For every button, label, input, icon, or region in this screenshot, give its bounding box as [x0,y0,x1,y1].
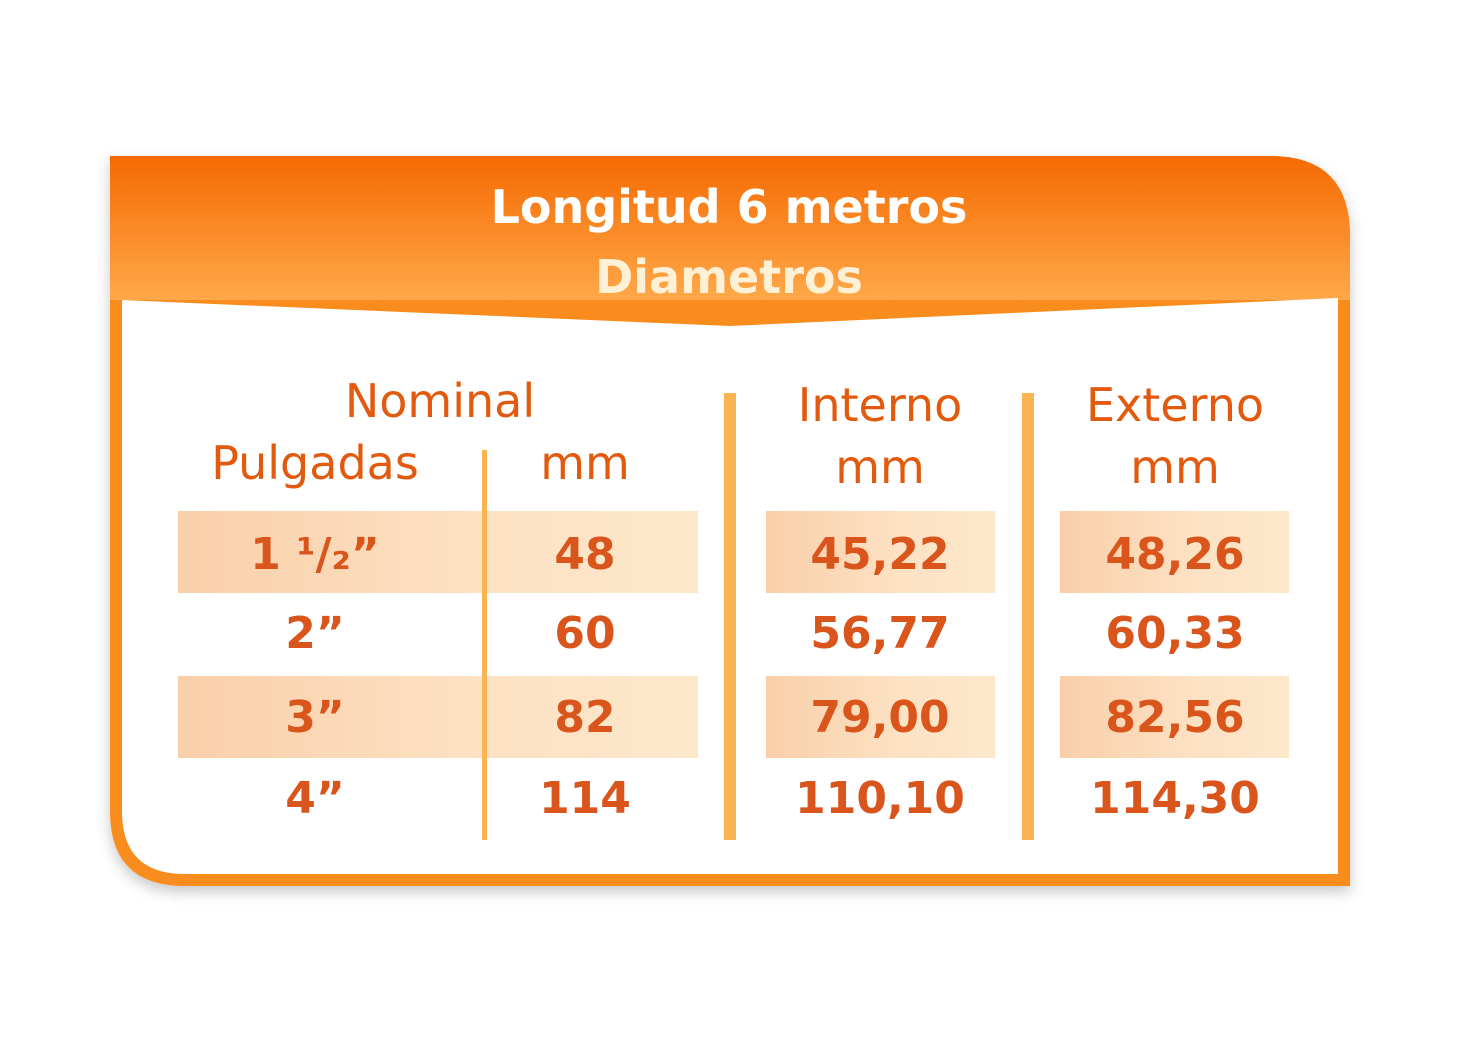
header-interno-mm: mm [835,440,925,494]
cell-externo: 114,30 [1090,773,1260,824]
row-band-externo-3 [1060,676,1289,758]
cell-interno: 79,00 [810,692,950,743]
divider-interno [724,393,736,840]
cell-interno: 110,10 [795,773,965,824]
cell-pulgadas: 4” [285,773,345,824]
cell-pulgadas: 1 ¹/₂” [250,529,380,580]
cell-interno: 45,22 [810,529,950,580]
cell-pulgadas: 3” [285,692,345,743]
row-band-externo-1 [1060,511,1289,593]
header-nominal: Nominal [344,374,536,428]
cell-externo: 82,56 [1105,692,1245,743]
header-nominal-mm: mm [540,436,630,490]
header-interno: Interno [797,378,963,432]
cell-mm: 48 [554,529,616,580]
row-band-nominal-1 [178,511,698,593]
row-band-nominal-3 [178,676,698,758]
page-subtitle: Diametros [595,250,863,304]
divider-externo [1022,393,1034,840]
cell-externo: 60,33 [1105,608,1245,659]
header-externo: Externo [1085,378,1265,432]
row-band-interno-3 [766,676,995,758]
cell-mm: 82 [554,692,616,743]
cell-interno: 56,77 [810,608,950,659]
header-pulgadas: Pulgadas [211,436,419,490]
cell-mm: 114 [539,773,631,824]
cell-externo: 48,26 [1105,529,1245,580]
cell-mm: 60 [554,608,616,659]
page-title: Longitud 6 metros [490,180,968,234]
header-externo-mm: mm [1130,440,1220,494]
card-header-bg [110,156,1350,300]
divider-nominal [482,450,487,840]
cell-pulgadas: 2” [285,608,345,659]
row-band-interno-1 [766,511,995,593]
